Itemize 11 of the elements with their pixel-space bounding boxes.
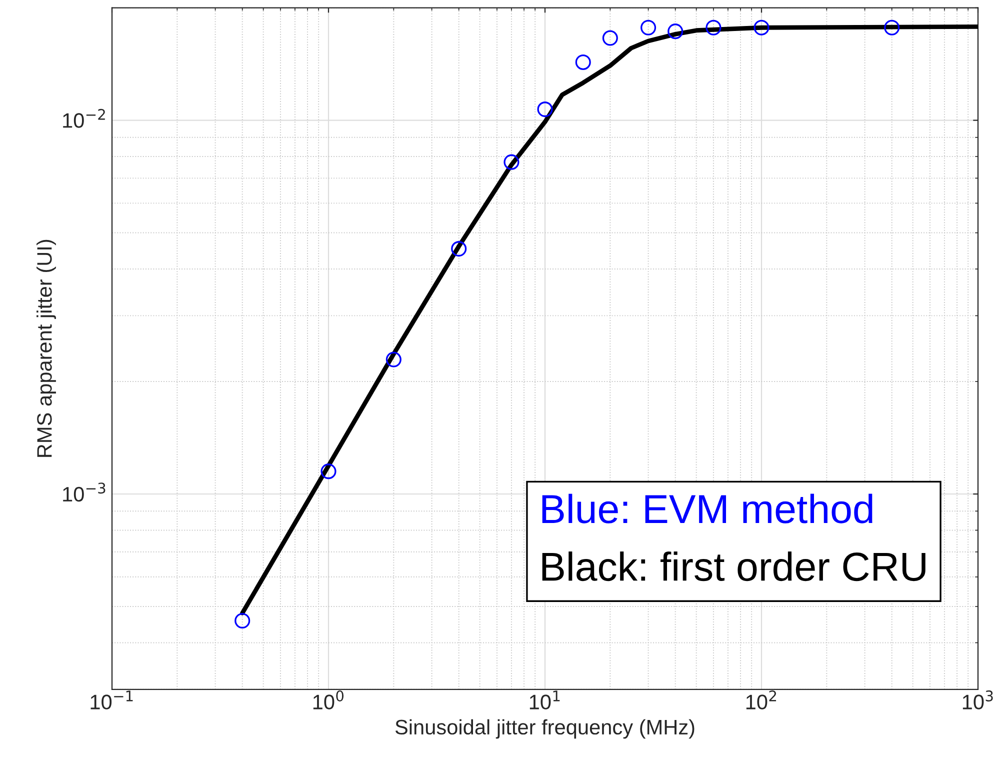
y-axis-title: RMS apparent jitter (UI) [36,240,56,457]
y-tick-label: 10$^{−3}$ [63,482,106,502]
x-tick-label: 10$^{0}$ [313,690,344,710]
text: Blue: EVM method [542,494,872,524]
text: Black: first order CRU [542,551,926,582]
x-tick-label: 10$^{2}$ [746,690,776,710]
x-tick-label: 10$^{1}$ [530,690,560,710]
x-axis-title: Sinusoidal jitter frequency (MHz) [395,719,694,739]
y-tick-label: 10$^{−2}$ [63,108,105,128]
x-tick-label: 10$^{−1}$ [90,690,133,710]
x-tick-label: 10$^{3}$ [962,690,993,710]
